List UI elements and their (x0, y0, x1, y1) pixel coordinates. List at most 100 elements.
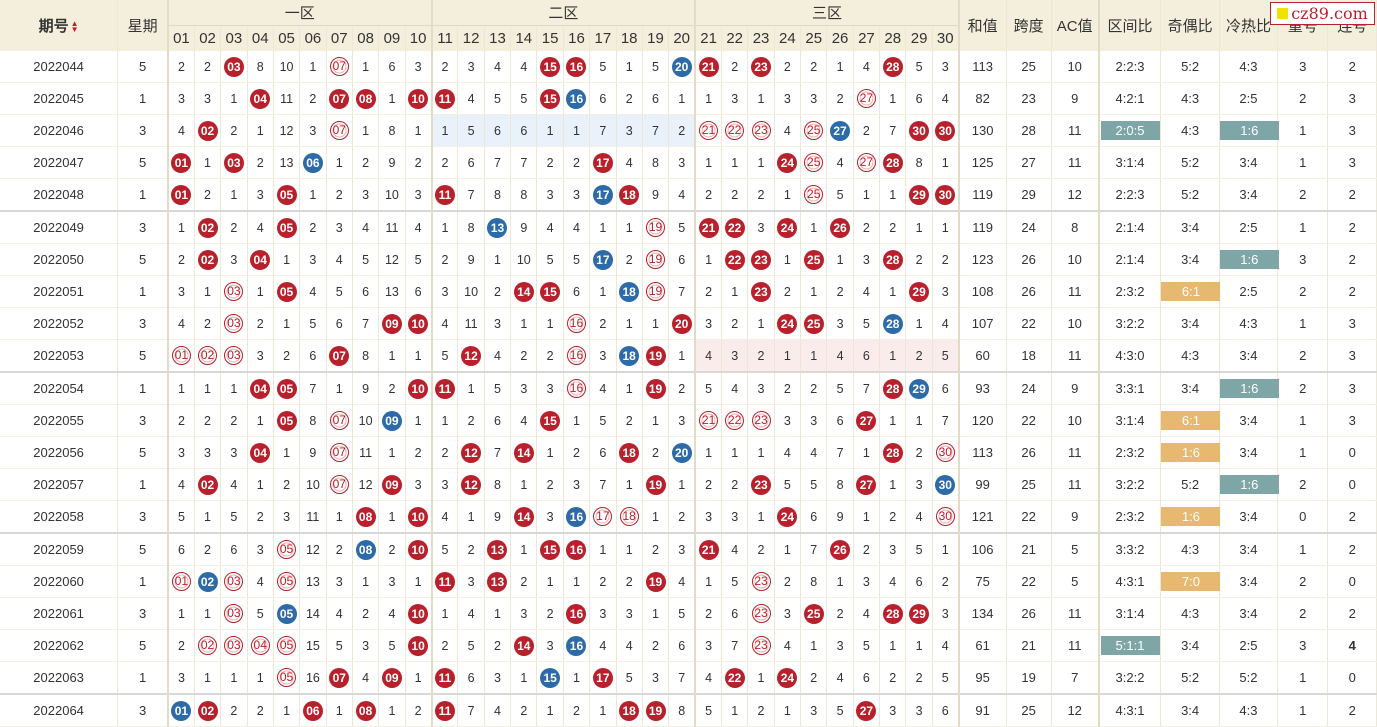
odd-even-cell: 4:3 (1160, 339, 1220, 373)
zone-ratio-cell-value: 2:2:3 (1115, 187, 1145, 202)
miss-count-cell: 5 (589, 404, 617, 437)
miss-count-cell: 3 (194, 436, 222, 469)
period-cell: 2022046 (0, 114, 119, 147)
miss-count-cell: 4 (774, 436, 802, 469)
circled-ball: 23 (751, 572, 771, 591)
number-header-24: 24 (774, 25, 802, 51)
miss-count-cell: 1 (378, 339, 406, 373)
miss-count-cell: 3 (905, 693, 933, 727)
odd-even-cell-value: 7:0 (1161, 572, 1221, 591)
odd-even-cell: 5:2 (1160, 146, 1220, 179)
circled-ball: 21 (699, 121, 719, 140)
repeat-cell: 0 (1277, 500, 1329, 534)
miss-count-cell: 2 (800, 51, 828, 83)
table-row: 2022046 3 4 02 2 1 12 3 07 1 8 1 1 5 6 6 1 1 7 3 7 2 21 22 23 4 25… (0, 114, 1377, 147)
miss-count-cell: 2 (273, 339, 301, 373)
zone-ratio-cell: 4:2:1 (1098, 82, 1162, 115)
red-ball: 08 (355, 700, 376, 721)
number-header-09: 09 (378, 25, 406, 51)
table-row: 2022044 5 2 2 03 8 10 1 07 1 6 3 2 3 4 4 15 16 5 1 5 20 21 2 23 2… (0, 51, 1377, 83)
number-cell: 12 (457, 468, 485, 501)
miss-count-cell: 3 (484, 307, 512, 340)
ac-cell: 11 (1051, 436, 1100, 469)
number-cell: 03 (220, 307, 248, 340)
weekday-cell: 5 (117, 51, 170, 83)
hot-cold-cell: 1:6 (1219, 468, 1279, 501)
miss-count-cell: 5 (616, 661, 643, 695)
miss-count-cell: 3 (168, 436, 195, 469)
red-ball: 15 (540, 539, 561, 560)
miss-count-cell: 5 (431, 339, 459, 373)
circled-ball: 30 (935, 507, 955, 526)
red-ball: 23 (751, 281, 772, 302)
odd-even-cell: 5:2 (1160, 51, 1220, 83)
number-cell: 23 (747, 629, 775, 662)
miss-count-cell: 4 (853, 275, 881, 308)
miss-count-cell: 3 (853, 565, 881, 598)
number-cell: 01 (168, 339, 195, 373)
miss-count-cell: 7 (457, 178, 485, 212)
zone-ratio-cell-value: 2:3:2 (1115, 445, 1145, 460)
red-ball: 28 (882, 152, 903, 173)
miss-count-cell: 1 (194, 146, 222, 179)
red-ball: 19 (645, 571, 666, 592)
odd-even-cell-value: 5:2 (1181, 670, 1200, 685)
red-ball: 08 (355, 506, 376, 527)
miss-count-cell: 3 (826, 629, 854, 662)
blue-ball: 16 (566, 635, 587, 656)
miss-count-cell: 2 (457, 532, 485, 566)
red-ball: 03 (223, 56, 244, 77)
number-cell: 08 (352, 532, 380, 566)
hot-cold-cell-value: 2:5 (1239, 638, 1258, 653)
miss-count-cell: 2 (721, 51, 749, 83)
number-cell: 30 (932, 178, 960, 212)
table-row: 2022050 5 2 02 3 04 1 3 4 5 12 5 2 9 1 10 5 5 17 2 19 6 1 22 23 1… (0, 243, 1377, 276)
table-row: 2022060 1 01 02 03 4 05 13 3 1 3 1 11 3 13 2 1 1 2 2 19 4 1 5 23… (0, 565, 1377, 598)
miss-count-cell: 2 (563, 146, 591, 179)
miss-count-cell: 5 (800, 468, 828, 501)
miss-count-cell: 1 (879, 339, 907, 373)
number-cell: 29 (905, 178, 933, 212)
col-period-header[interactable]: 期号 ▲ ▼ (0, 0, 119, 51)
miss-count-cell: 9 (642, 178, 670, 212)
miss-count-cell: 6 (220, 532, 248, 566)
circled-ball: 19 (646, 250, 666, 269)
number-cell: 01 (168, 565, 195, 598)
miss-count-cell: 3 (695, 307, 723, 340)
site-logo[interactable]: cz89.com (1270, 2, 1375, 25)
circled-ball: 02 (198, 346, 218, 365)
miss-count-cell: 3 (879, 693, 907, 727)
miss-count-cell: 5 (826, 693, 854, 727)
red-ball: 10 (408, 506, 429, 527)
miss-count-cell: 2 (299, 82, 327, 115)
miss-count-cell: 2 (774, 565, 802, 598)
blue-ball: 28 (882, 313, 903, 334)
miss-count-cell: 3 (220, 243, 248, 276)
miss-count-cell: 6 (668, 629, 697, 662)
miss-count-cell: 2 (431, 146, 459, 179)
miss-count-cell: 2 (536, 468, 564, 501)
miss-count-cell: 3 (510, 371, 538, 405)
number-header-28: 28 (879, 25, 907, 51)
number-cell: 04 (247, 436, 274, 469)
number-cell: 02 (194, 629, 222, 662)
circled-ball: 25 (804, 153, 824, 172)
red-ball: 22 (724, 217, 745, 238)
miss-count-cell: 14 (299, 597, 327, 630)
miss-count-cell: 1 (879, 275, 907, 308)
circled-ball: 01 (171, 346, 191, 365)
miss-count-cell: 1 (405, 114, 433, 147)
number-cell: 17 (589, 146, 617, 179)
miss-count-cell: 1 (747, 307, 775, 340)
number-cell: 09 (378, 661, 406, 695)
miss-count-cell: 6 (510, 114, 538, 147)
miss-count-cell: 4 (563, 210, 591, 244)
miss-count-cell: 5 (905, 51, 933, 83)
sort-arrows-icon[interactable]: ▲ ▼ (70, 19, 79, 35)
repeat-cell: 3 (1277, 243, 1329, 276)
number-cell: 15 (536, 661, 564, 695)
zone-ratio-cell: 2:1:4 (1098, 210, 1162, 244)
red-ball: 21 (698, 56, 719, 77)
table-row: 2022057 1 4 02 4 1 2 10 07 12 09 3 3 12 8 1 2 3 7 1 19 1 2 2 23 5… (0, 468, 1377, 501)
period-cell: 2022056 (0, 436, 119, 469)
